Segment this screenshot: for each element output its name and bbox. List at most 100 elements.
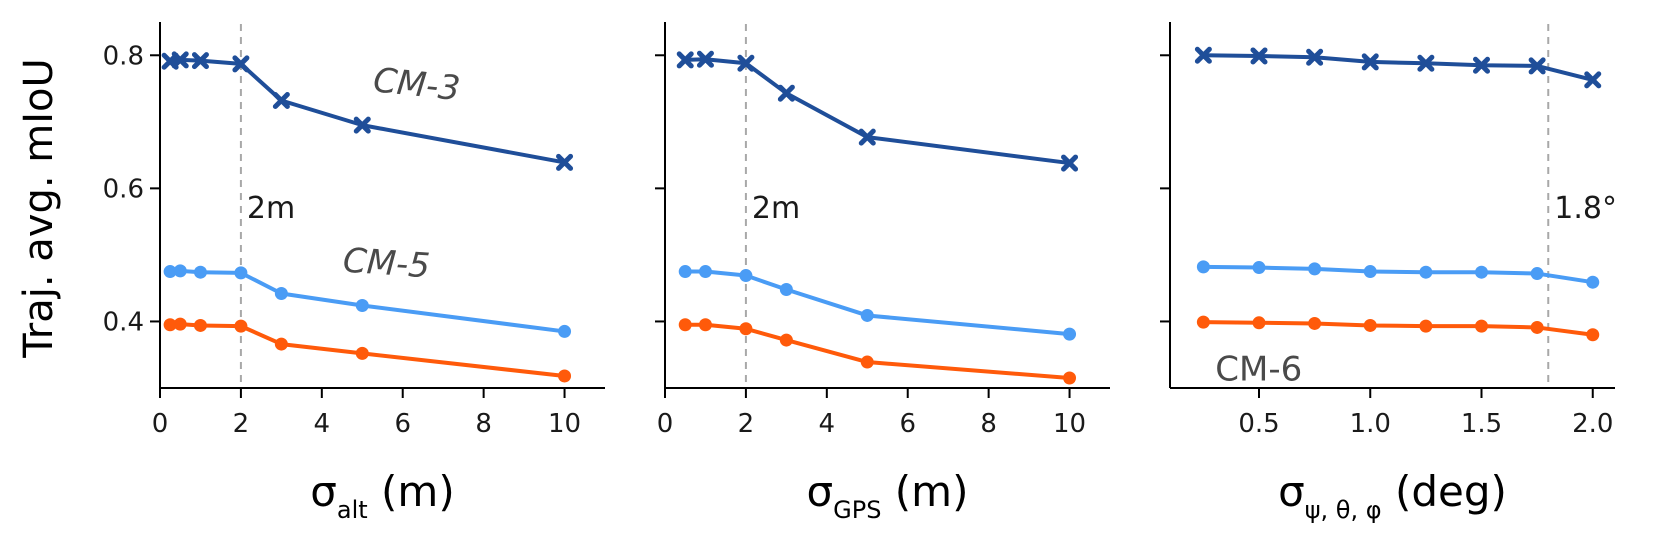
data-point-cm3: [353, 116, 371, 134]
data-point-cm3: [556, 153, 574, 171]
data-point-cm6: [1196, 315, 1210, 329]
data-point-cm5: [1363, 265, 1377, 279]
data-point-cm5: [698, 265, 712, 279]
series-line-cm5: [1203, 264, 1594, 285]
x-tick-label: 2.0: [1572, 409, 1613, 439]
data-point-cm5: [1196, 260, 1210, 274]
data-point-cm3: [696, 50, 714, 68]
data-point-cm6: [163, 318, 177, 332]
reference-line-label: 2m: [247, 191, 295, 226]
panels: 0.4 0.6 0.8 0 2 4 6 8 10 σalt (m) 2m CM-3 CM-5 0 2 4 6 8 1…: [103, 22, 1617, 524]
y-tick-label: 0.8: [103, 41, 144, 71]
data-point-cm6: [678, 318, 692, 332]
x-tick-label: 6: [394, 409, 411, 439]
data-point-cm3: [1473, 56, 1490, 74]
reference-line-label: 1.8°: [1554, 191, 1617, 226]
series-line-cm6: [1203, 320, 1594, 337]
data-point-cm5: [678, 265, 692, 279]
x-tick-label: 0: [152, 409, 169, 439]
data-point-cm5: [739, 269, 753, 283]
data-point-cm6: [739, 322, 753, 336]
data-point-cm6: [173, 317, 187, 331]
data-point-cm5: [234, 266, 248, 280]
data-point-cm6: [1475, 319, 1488, 333]
data-point-cm3: [858, 128, 876, 146]
x-tick-label: 4: [314, 409, 331, 439]
reference-line-label: 2m: [752, 191, 800, 226]
panel-1: 0.4 0.6 0.8 0 2 4 6 8 10 σalt (m) 2m CM-3 CM-5: [103, 22, 605, 524]
data-point-cm5: [1475, 265, 1488, 279]
data-point-cm6: [274, 337, 288, 351]
data-point-cm6: [1586, 328, 1600, 342]
x-tick-label: 0: [657, 409, 674, 439]
series-label-cm3: CM-3: [371, 60, 462, 109]
x-axis-title: σalt (m): [310, 467, 454, 524]
y-tick-label: 0.4: [103, 307, 144, 337]
x-tick-label: 6: [899, 409, 916, 439]
data-point-cm5: [779, 283, 793, 297]
data-point-cm3: [1361, 53, 1379, 71]
data-point-cm6: [860, 355, 874, 369]
x-tick-label: 10: [1053, 409, 1086, 439]
series-label-cm6: CM-6: [1215, 349, 1302, 389]
data-point-cm3: [1194, 46, 1212, 64]
y-axis-title: Traj. avg. mIoU: [16, 58, 62, 359]
x-tick-label: 8: [980, 409, 997, 439]
x-tick-label: 0.5: [1238, 409, 1279, 439]
series-line-cm3: [685, 57, 1070, 166]
x-tick-label: 1.0: [1350, 409, 1391, 439]
data-point-cm5: [1419, 265, 1433, 279]
data-point-cm6: [558, 369, 572, 383]
data-point-cm6: [1308, 316, 1322, 330]
data-point-cm5: [558, 324, 572, 338]
series-line-cm3: [1203, 53, 1594, 82]
data-point-cm6: [1530, 320, 1544, 334]
x-axis-title: σψ, θ, φ (deg): [1278, 467, 1507, 524]
data-point-cm6: [355, 346, 369, 360]
data-point-cm5: [1586, 275, 1600, 289]
data-point-cm3: [777, 84, 795, 102]
x-tick-label: 2: [738, 409, 755, 439]
x-tick-label: 10: [548, 409, 581, 439]
data-point-cm6: [234, 319, 248, 333]
data-point-cm6: [1063, 371, 1077, 385]
data-point-cm6: [779, 333, 793, 347]
data-point-cm5: [355, 298, 369, 312]
data-point-cm5: [1308, 262, 1322, 276]
data-point-cm5: [860, 308, 874, 322]
data-point-cm3: [272, 92, 290, 110]
data-point-cm3: [171, 51, 189, 69]
y-tick-label: 0.6: [103, 174, 144, 204]
data-point-cm6: [1363, 318, 1377, 332]
data-point-cm3: [1061, 154, 1079, 172]
data-point-cm5: [193, 265, 207, 279]
data-point-cm3: [1417, 54, 1435, 72]
data-point-cm5: [1252, 261, 1266, 275]
x-tick-label: 2: [233, 409, 250, 439]
data-point-cm5: [173, 264, 187, 278]
x-tick-label: 8: [475, 409, 492, 439]
x-axis-title: σGPS (m): [807, 467, 969, 524]
data-point-cm6: [193, 318, 207, 332]
data-point-cm5: [1530, 267, 1544, 281]
data-point-cm6: [1252, 316, 1266, 330]
data-point-cm5: [1063, 327, 1077, 341]
data-point-cm3: [1250, 47, 1268, 65]
data-point-cm6: [1419, 319, 1433, 333]
data-point-cm3: [1528, 57, 1546, 75]
data-point-cm3: [1584, 71, 1602, 89]
data-point-cm5: [163, 265, 177, 279]
series-label-cm5: CM-5: [342, 241, 432, 287]
x-tick-label: 1.5: [1461, 409, 1502, 439]
series-line-cm3: [169, 57, 565, 165]
panel-2: 0 2 4 6 8 10 σGPS (m) 2m: [655, 22, 1110, 524]
data-point-cm5: [274, 287, 288, 301]
data-point-cm3: [737, 54, 755, 72]
data-point-cm3: [232, 55, 250, 73]
data-point-cm6: [698, 318, 712, 332]
data-point-cm3: [1306, 48, 1324, 66]
panel-3: 0.5 1.0 1.5 2.0 σψ, θ, φ (deg) 1.8° CM-6: [1160, 22, 1617, 524]
x-tick-label: 4: [819, 409, 836, 439]
data-point-cm3: [676, 51, 694, 69]
